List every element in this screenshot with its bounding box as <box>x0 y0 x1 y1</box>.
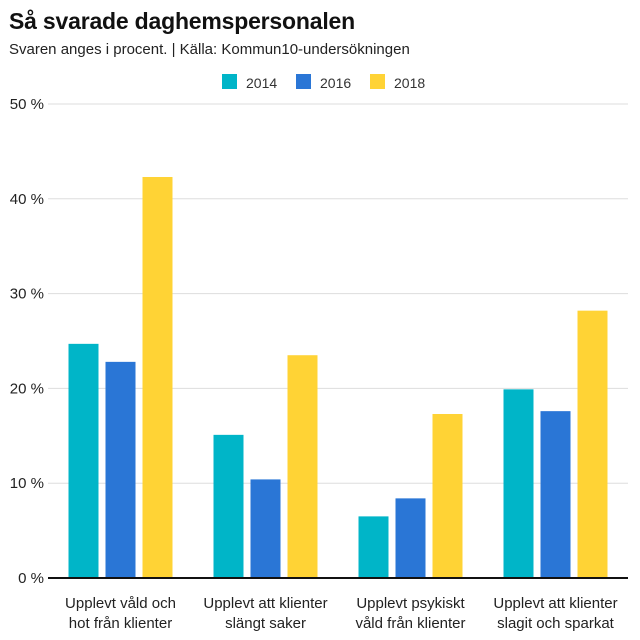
category-label-1-line-1: Upplevt våld och <box>65 595 176 612</box>
bar-2016-category-4 <box>540 411 571 578</box>
category-label-4-line-2: slagit och sparkat <box>497 615 615 632</box>
y-axis-tick-labels: 0 % 10 % 20 % 30 % 40 % 50 % <box>10 96 44 587</box>
y-tick-label-50: 50 % <box>10 96 44 113</box>
bar-2018-category-4 <box>577 310 608 578</box>
y-tick-label-30: 30 % <box>10 286 44 303</box>
bar-2016-category-3 <box>395 498 426 578</box>
legend: 2014 2016 2018 <box>222 74 425 91</box>
bar-2014-category-2 <box>213 434 244 578</box>
bar-2016-category-2 <box>250 479 281 578</box>
category-label-2-line-1: Upplevt att klienter <box>203 595 327 612</box>
category-label-1-line-2: hot från klienter <box>69 615 172 632</box>
bar-2018-category-1 <box>142 176 173 578</box>
x-axis-category-labels: Upplevt våld och hot från klienter Upplevt… <box>65 595 618 632</box>
y-tick-label-20: 20 % <box>10 380 44 397</box>
y-tick-label-10: 10 % <box>10 475 44 492</box>
legend-swatch-2018 <box>370 74 385 89</box>
bar-2014-category-3 <box>358 516 389 578</box>
bar-2016-category-1 <box>105 361 136 578</box>
category-label-2-line-2: slängt saker <box>225 615 306 632</box>
bar-2018-category-2 <box>287 355 318 578</box>
bar-2018-category-3 <box>432 413 463 578</box>
category-label-3-line-1: Upplevt psykiskt <box>356 595 465 612</box>
legend-label-2014: 2014 <box>246 75 277 91</box>
bar-2014-category-4 <box>503 389 534 578</box>
legend-label-2016: 2016 <box>320 75 351 91</box>
y-tick-label-0: 0 % <box>18 570 44 587</box>
bars <box>68 176 608 578</box>
legend-label-2018: 2018 <box>394 75 425 91</box>
chart-title: Så svarade daghemspersonalen <box>9 8 355 34</box>
chart-subtitle: Svaren anges i procent. | Källa: Kommun1… <box>9 41 410 58</box>
y-tick-label-40: 40 % <box>10 191 44 208</box>
bar-2014-category-1 <box>68 343 99 578</box>
category-label-3-line-2: våld från klienter <box>355 615 465 632</box>
category-label-4-line-1: Upplevt att klienter <box>493 595 617 612</box>
legend-swatch-2016 <box>296 74 311 89</box>
legend-swatch-2014 <box>222 74 237 89</box>
